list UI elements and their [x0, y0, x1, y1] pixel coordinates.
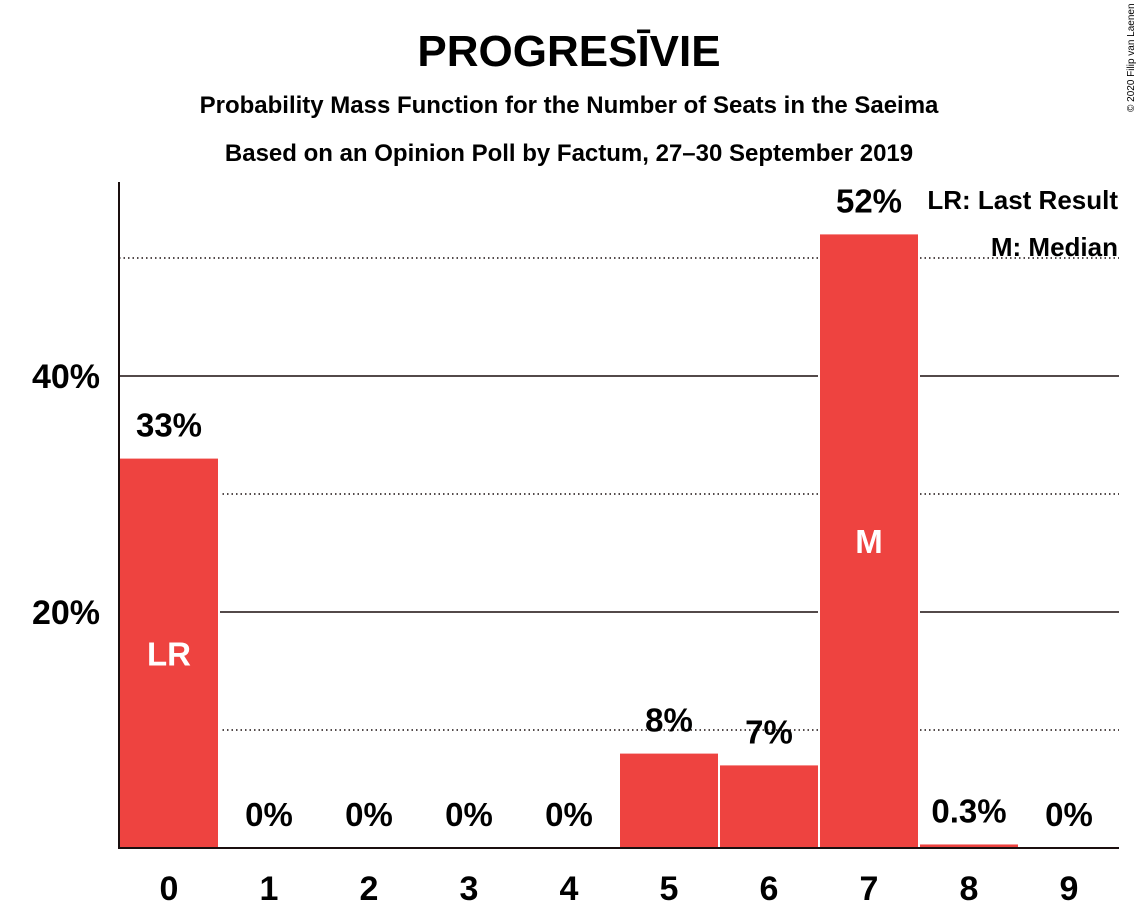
x-tick-label: 3	[460, 870, 479, 908]
bar-value-labels: 33% LR 0% 0% 0% 0% 8% 7% 52% M 0.3% 0%	[136, 182, 1093, 833]
bar-value-label: 33%	[136, 407, 202, 444]
bar-seats-8	[920, 844, 1018, 848]
x-tick-label: 4	[560, 870, 579, 908]
bar-seats-5	[620, 753, 718, 848]
y-tick-label: 40%	[32, 358, 100, 396]
bar-value-label: 0.3%	[931, 792, 1006, 829]
chart-title: PROGRESĪVIE	[417, 27, 720, 76]
bar-seats-7	[820, 234, 918, 848]
bar-marker-m: M	[855, 523, 883, 560]
x-tick-label: 2	[360, 870, 379, 908]
chart-subtitle: Probability Mass Function for the Number…	[200, 92, 939, 119]
x-tick-label: 1	[260, 870, 279, 908]
legend-median: M: Median	[991, 232, 1118, 262]
bar-marker-lr: LR	[147, 635, 191, 672]
gridlines	[119, 257, 1119, 731]
x-tick-label: 0	[160, 870, 179, 908]
bar-value-label: 0%	[345, 796, 393, 833]
bars	[118, 234, 1020, 848]
bar-value-label: 0%	[245, 796, 293, 833]
bar-value-label: 7%	[745, 713, 793, 750]
bar-seats-0	[120, 458, 218, 848]
x-tick-label: 9	[1060, 870, 1079, 908]
x-tick-label: 5	[660, 870, 679, 908]
bar-value-label: 52%	[836, 182, 902, 219]
x-tick-label: 8	[960, 870, 979, 908]
x-tick-label: 6	[760, 870, 779, 908]
bar-value-label: 8%	[645, 702, 693, 739]
bar-value-label: 0%	[445, 796, 493, 833]
y-tick-labels: 20% 40%	[32, 358, 100, 632]
bar-value-label: 0%	[545, 796, 593, 833]
chart-subtitle-poll: Based on an Opinion Poll by Factum, 27–3…	[225, 140, 913, 167]
x-tick-labels: 0 1 2 3 4 5 6 7 8 9	[160, 870, 1079, 908]
x-tick-label: 7	[860, 870, 879, 908]
bar-value-label: 0%	[1045, 796, 1093, 833]
copyright-note: © 2020 Filip van Laenen	[1126, 3, 1137, 112]
legend-last-result: LR: Last Result	[927, 185, 1118, 215]
y-tick-label: 20%	[32, 594, 100, 632]
bar-seats-6	[720, 765, 818, 848]
